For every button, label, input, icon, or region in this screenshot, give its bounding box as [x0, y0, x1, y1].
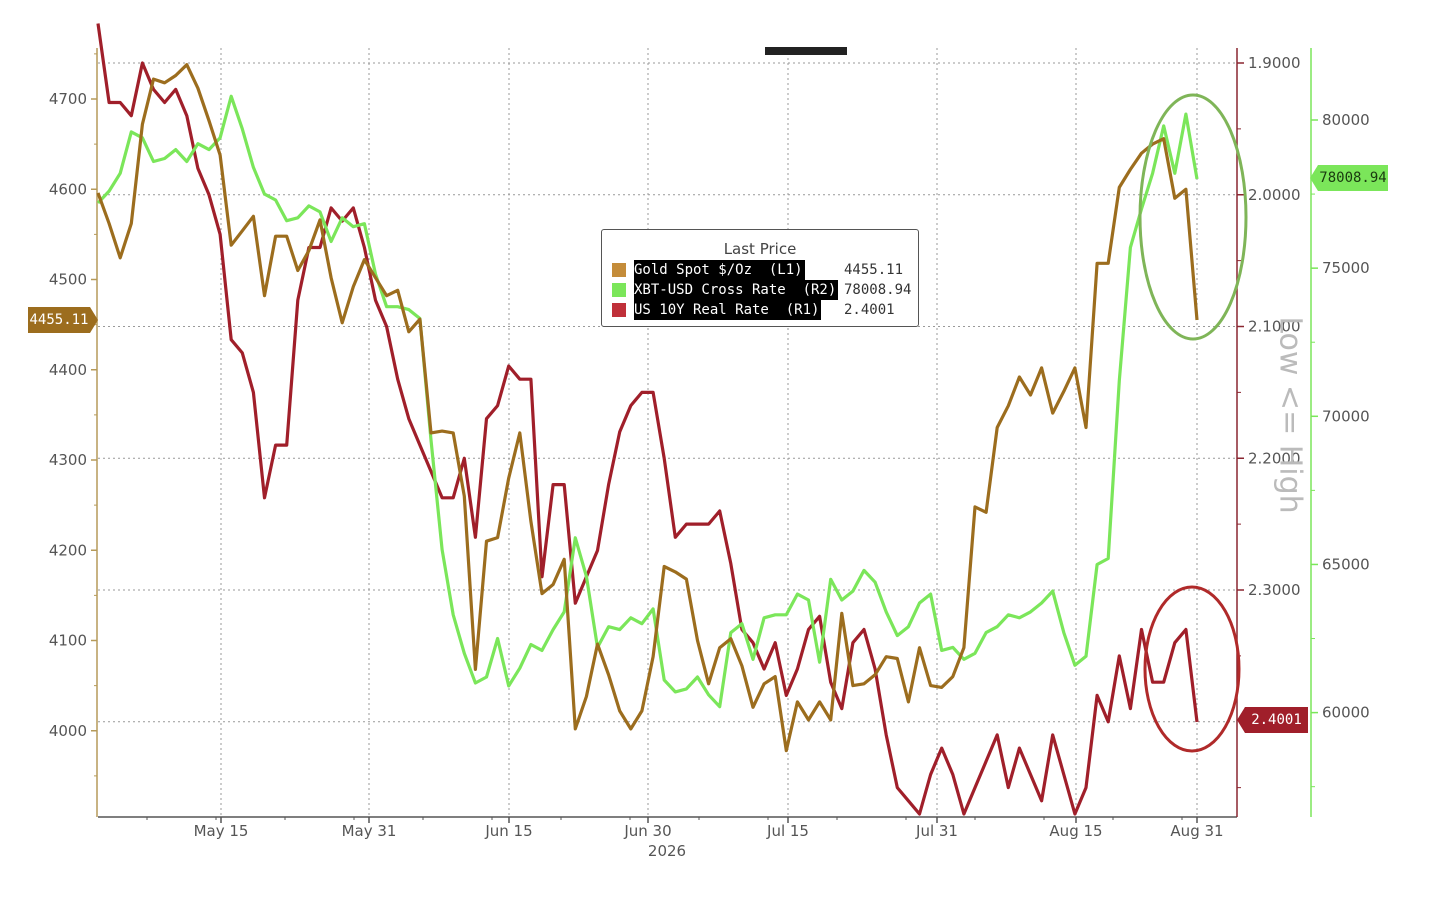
- legend-swatch-xbt: [612, 283, 626, 297]
- left-tick-label: 4600: [49, 180, 87, 198]
- x-tick-label: Jun 15: [484, 822, 532, 840]
- right2-tick-label: 70000: [1322, 407, 1370, 425]
- legend-swatch-real-rate: [612, 303, 626, 317]
- gridlines: [98, 48, 1235, 817]
- top-bar-marker: [765, 47, 847, 55]
- series-lines: [96, 23, 1199, 816]
- xbt-last-price-tag: 78008.94: [1310, 165, 1388, 191]
- highlight-circle-red: [1143, 585, 1241, 753]
- legend-label-xbt: XBT-USD Cross Rate (R2): [634, 280, 839, 300]
- legend-label-gold: Gold Spot $/Oz (L1): [634, 260, 805, 280]
- x-tick-label: Jul 31: [915, 822, 958, 840]
- axes: 4700 4600 4500 4400 4300 4200 4100 4000 May 15 Ma…: [49, 48, 1370, 860]
- right1-tick-label: 2.2000: [1248, 449, 1301, 467]
- low-high-annotation: Low <= High: [1272, 316, 1308, 514]
- gold-last-price-tag: 4455.11: [28, 307, 98, 333]
- right1-tick-label: 1.9000: [1248, 54, 1301, 72]
- highlight-circle-green: [1138, 93, 1248, 341]
- legend: Last Price Gold Spot $/Oz (L1) 4455.11 X…: [601, 229, 919, 327]
- legend-swatch-gold: [612, 263, 626, 277]
- real-rate-last-price-tag: 2.4001: [1237, 707, 1308, 733]
- left-tick-label: 4400: [49, 361, 87, 379]
- left-tick-label: 4000: [49, 722, 87, 740]
- series-line-1: [96, 94, 1199, 709]
- left-tick-label: 4300: [49, 451, 87, 469]
- x-tick-label: Jun 30: [623, 822, 671, 840]
- legend-value-real-rate: 2.4001: [844, 302, 895, 318]
- left-tick-label: 4200: [49, 541, 87, 559]
- year-label: 2026: [648, 842, 686, 860]
- x-tick-label: Aug 31: [1170, 822, 1223, 840]
- right2-tick-label: 75000: [1322, 259, 1370, 277]
- legend-value-xbt: 78008.94: [844, 282, 912, 298]
- right2-tick-label: 65000: [1322, 555, 1370, 573]
- right2-tick-label: 60000: [1322, 704, 1370, 722]
- left-tick-label: 4500: [49, 271, 87, 289]
- legend-label-real-rate: US 10Y Real Rate (R1): [634, 300, 822, 320]
- left-tick-label: 4700: [49, 90, 87, 108]
- series-line-0: [96, 63, 1199, 753]
- legend-value-gold: 4455.11: [844, 262, 904, 278]
- x-tick-label: May 31: [342, 822, 397, 840]
- legend-title: Last Price: [723, 240, 797, 258]
- highlight-circles: [1138, 93, 1248, 753]
- left-tick-label: 4100: [49, 632, 87, 650]
- x-tick-label: Jul 15: [766, 822, 809, 840]
- series-line-2: [96, 23, 1199, 816]
- x-tick-label: Aug 15: [1049, 822, 1102, 840]
- right2-tick-label: 80000: [1322, 111, 1370, 129]
- right1-tick-label: 2.0000: [1248, 186, 1301, 204]
- x-tick-label: May 15: [194, 822, 249, 840]
- right1-tick-label: 2.1000: [1248, 318, 1301, 336]
- right1-tick-label: 2.3000: [1248, 581, 1301, 599]
